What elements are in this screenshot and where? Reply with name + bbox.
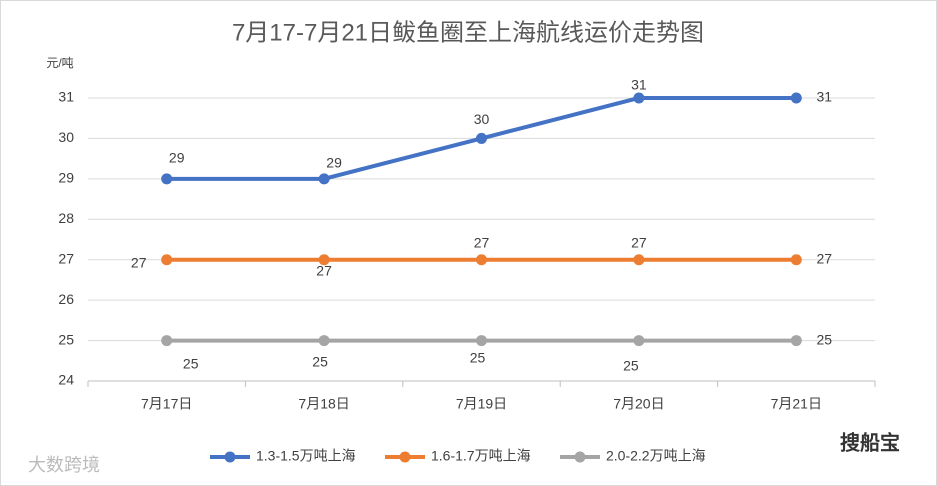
data-label: 31 bbox=[817, 89, 833, 105]
marker bbox=[633, 254, 645, 266]
y-tick-label: 25 bbox=[58, 331, 74, 347]
marker bbox=[318, 173, 330, 185]
marker bbox=[633, 92, 645, 104]
data-label: 27 bbox=[474, 234, 490, 250]
data-label: 25 bbox=[623, 357, 639, 373]
watermark: 搜船宝 bbox=[840, 430, 900, 454]
data-label: 25 bbox=[817, 331, 833, 347]
x-tick-label: 7月19日 bbox=[456, 396, 507, 412]
legend-marker bbox=[224, 451, 236, 463]
y-tick-label: 28 bbox=[58, 210, 74, 226]
marker bbox=[318, 254, 330, 266]
y-tick-label: 24 bbox=[58, 372, 74, 388]
data-label: 27 bbox=[817, 250, 833, 266]
data-label: 31 bbox=[631, 77, 647, 93]
marker bbox=[161, 173, 173, 185]
marker bbox=[790, 335, 802, 347]
data-label: 25 bbox=[183, 355, 199, 371]
marker bbox=[790, 92, 802, 104]
marker bbox=[633, 335, 645, 347]
x-tick-label: 7月18日 bbox=[298, 396, 349, 412]
y-tick-label: 30 bbox=[58, 129, 74, 145]
x-tick-label: 7月20日 bbox=[613, 396, 664, 412]
marker bbox=[790, 254, 802, 266]
y-tick-label: 26 bbox=[58, 291, 74, 307]
data-label: 29 bbox=[326, 155, 342, 171]
data-label: 27 bbox=[631, 234, 647, 250]
data-label: 27 bbox=[131, 254, 147, 270]
marker bbox=[161, 335, 173, 347]
marker bbox=[318, 335, 330, 347]
legend-label: 1.6-1.7万吨上海 bbox=[431, 448, 531, 464]
legend-marker bbox=[574, 451, 586, 463]
legend-label: 2.0-2.2万吨上海 bbox=[606, 448, 706, 464]
legend-marker bbox=[399, 451, 411, 463]
marker bbox=[476, 132, 487, 144]
x-tick-label: 7月21日 bbox=[771, 396, 822, 412]
watermark: 大数跨境 bbox=[28, 455, 100, 475]
data-label: 25 bbox=[312, 353, 328, 369]
marker bbox=[161, 254, 173, 266]
data-label: 29 bbox=[169, 150, 185, 166]
data-label: 30 bbox=[474, 111, 490, 127]
marker bbox=[476, 335, 487, 347]
data-label: 27 bbox=[316, 262, 332, 278]
y-tick-label: 31 bbox=[58, 89, 74, 105]
chart-title: 7月17-7月21日鲅鱼圈至上海航线运价走势图 bbox=[232, 19, 704, 46]
x-tick-label: 7月17日 bbox=[141, 396, 192, 412]
y-tick-label: 27 bbox=[58, 250, 74, 266]
data-label: 25 bbox=[470, 349, 486, 365]
y-axis-label: 元/吨 bbox=[46, 56, 73, 70]
y-tick-label: 29 bbox=[58, 170, 74, 186]
legend-label: 1.3-1.5万吨上海 bbox=[256, 448, 356, 464]
marker bbox=[476, 254, 487, 266]
